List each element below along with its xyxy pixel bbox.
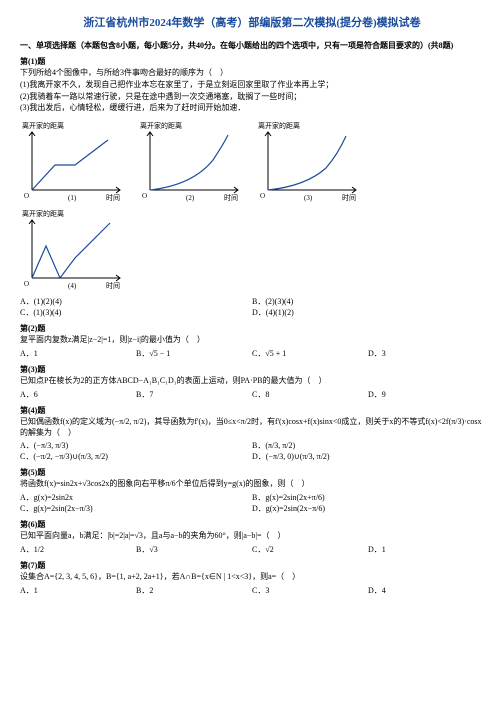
q7-body: 设集合A={2, 3, 4, 5, 6}，B={1, a+2, 2a+1}，若A… bbox=[20, 572, 484, 583]
svg-text:时间: 时间 bbox=[106, 281, 120, 290]
q3-options: A．6 B．7 C．8 D．9 bbox=[20, 389, 484, 400]
q3-optA: A．6 bbox=[20, 389, 136, 400]
q6-options: A．1/2 B．√3 C．√2 D．1 bbox=[20, 544, 484, 555]
q7-options: A．1 B．2 C．3 D．4 bbox=[20, 585, 484, 596]
q6-label: 第(6)题 bbox=[20, 519, 484, 530]
q2-body: 复平面内复数z满足|z−2|=1，则|z−i|的最小值为（ ） bbox=[20, 335, 484, 346]
chart-xlabel: 时间 bbox=[106, 193, 120, 202]
q4-body: 已知偶函数f(x)的定义域为(−π/2, π/2)，其导函数为f'(x)，当0≤… bbox=[20, 417, 484, 439]
q6-body: 已知平面向量a，b满足：|b|=2|a|=√3，且a与a−b的夹角为60°，则|… bbox=[20, 531, 484, 542]
q5-options: A．g(x)=2sin2x B．g(x)=2sin(2x+π/6) C．g(x)… bbox=[20, 492, 484, 514]
svg-text:O: O bbox=[260, 192, 265, 200]
q5-label: 第(5)题 bbox=[20, 467, 484, 478]
q3-label: 第(3)题 bbox=[20, 364, 484, 375]
q7-optD: D．4 bbox=[368, 585, 484, 596]
svg-text:(4): (4) bbox=[68, 282, 77, 290]
q5-optD: D．g(x)=2sin(2x−π/6) bbox=[252, 503, 484, 514]
q1-optB: B．(2)(3)(4) bbox=[252, 296, 484, 307]
svg-text:O: O bbox=[24, 280, 29, 288]
q1-optA: A．(1)(2)(4) bbox=[20, 296, 252, 307]
chart-ylabel: 离开家的距离 bbox=[22, 121, 64, 130]
origin-label: O bbox=[24, 192, 29, 200]
q7-optB: B．2 bbox=[136, 585, 252, 596]
q2-label: 第(2)题 bbox=[20, 323, 484, 334]
q2-optB: B．√5 − 1 bbox=[136, 348, 252, 359]
q6-optB: B．√3 bbox=[136, 544, 252, 555]
chart-2: 离开家的距离 O (2) 时间 bbox=[138, 120, 248, 202]
chart-row-1: 离开家的距离 O (1) 时间 离开家的距离 O (2) 时间 离开家的距离 O… bbox=[20, 120, 484, 202]
q6-optC: C．√2 bbox=[252, 544, 368, 555]
q4-options: A．(−π/3, π/3) B．(π/3, π/2) C．(−π/2, −π/3… bbox=[20, 440, 484, 462]
q7-label: 第(7)题 bbox=[20, 560, 484, 571]
chart-num-1: (1) bbox=[68, 194, 77, 202]
q7-optC: C．3 bbox=[252, 585, 368, 596]
q3-optC: C．8 bbox=[252, 389, 368, 400]
q5-optB: B．g(x)=2sin(2x+π/6) bbox=[252, 492, 484, 503]
q3-body: 已知点P在棱长为2的正方体ABCD−A₁B₁C₁D₁的表面上运动，则PA·PB的… bbox=[20, 376, 484, 387]
svg-text:时间: 时间 bbox=[342, 193, 356, 202]
svg-text:时间: 时间 bbox=[224, 193, 238, 202]
svg-text:(3): (3) bbox=[304, 194, 313, 202]
q7-optA: A．1 bbox=[20, 585, 136, 596]
svg-text:O: O bbox=[142, 192, 147, 200]
q1-optD: D．(4)(1)(2) bbox=[252, 307, 484, 318]
q1-optC: C．(1)(3)(4) bbox=[20, 307, 252, 318]
q3-optD: D．9 bbox=[368, 389, 484, 400]
q5-optC: C．g(x)=2sin(2x−π/3) bbox=[20, 503, 252, 514]
q4-optC: C．(−π/2, −π/3)∪(π/3, π/2) bbox=[20, 451, 252, 462]
q2-optD: D．3 bbox=[368, 348, 484, 359]
q1-line1: 下列所给4个图像中，与所给3件事吻合最好的顺序为（ ） bbox=[20, 68, 484, 79]
chart-1: 离开家的距离 O (1) 时间 bbox=[20, 120, 130, 202]
q1-options: A．(1)(2)(4) B．(2)(3)(4) C．(1)(3)(4) D．(4… bbox=[20, 296, 484, 318]
q4-optB: B．(π/3, π/2) bbox=[252, 440, 484, 451]
q6-optD: D．1 bbox=[368, 544, 484, 555]
q5-body: 将函数f(x)=sin2x+√3cos2x的图象向右平移π/6个单位后得到y=g… bbox=[20, 479, 484, 490]
q1-line2: (1)我离开家不久，发现自己把作业本忘在家里了，于是立刻返回家里取了作业本再上学… bbox=[20, 80, 484, 91]
q2-options: A．1 B．√5 − 1 C．√5 + 1 D．3 bbox=[20, 348, 484, 359]
svg-text:离开家的距离: 离开家的距离 bbox=[258, 121, 300, 130]
q2-optA: A．1 bbox=[20, 348, 136, 359]
svg-text:(2): (2) bbox=[186, 194, 195, 202]
q4-label: 第(4)题 bbox=[20, 405, 484, 416]
chart-row-2: 离开家的距离 O (4) 时间 bbox=[20, 208, 484, 292]
q1-line3: (2)我骑着车一路以常速行驶，只是在途中遇到一次交通堵塞，耽搁了一些时间； bbox=[20, 92, 484, 103]
q4-optA: A．(−π/3, π/3) bbox=[20, 440, 252, 451]
q5-optA: A．g(x)=2sin2x bbox=[20, 492, 252, 503]
svg-text:离开家的距离: 离开家的距离 bbox=[140, 121, 182, 130]
page-title: 浙江省杭州市2024年数学（高考）部编版第二次模拟(提分卷)模拟试卷 bbox=[20, 14, 484, 30]
q1-label: 第(1)题 bbox=[20, 56, 484, 67]
q1-line4: (3)我出发后，心情轻松，缓缓行进，后来为了赶时间开始加速． bbox=[20, 103, 484, 114]
q2-optC: C．√5 + 1 bbox=[252, 348, 368, 359]
q6-optA: A．1/2 bbox=[20, 544, 136, 555]
section-heading: 一、单项选择题（本题包含8小题，每小题5分，共40分。在每小题给出的四个选项中，… bbox=[20, 40, 484, 51]
chart-4: 离开家的距离 O (4) 时间 bbox=[20, 208, 130, 290]
q4-optD: D．(−π/3, 0)∪(π/3, π/2) bbox=[252, 451, 484, 462]
q3-optB: B．7 bbox=[136, 389, 252, 400]
svg-text:离开家的距离: 离开家的距离 bbox=[22, 209, 64, 218]
chart-3: 离开家的距离 O (3) 时间 bbox=[256, 120, 366, 202]
